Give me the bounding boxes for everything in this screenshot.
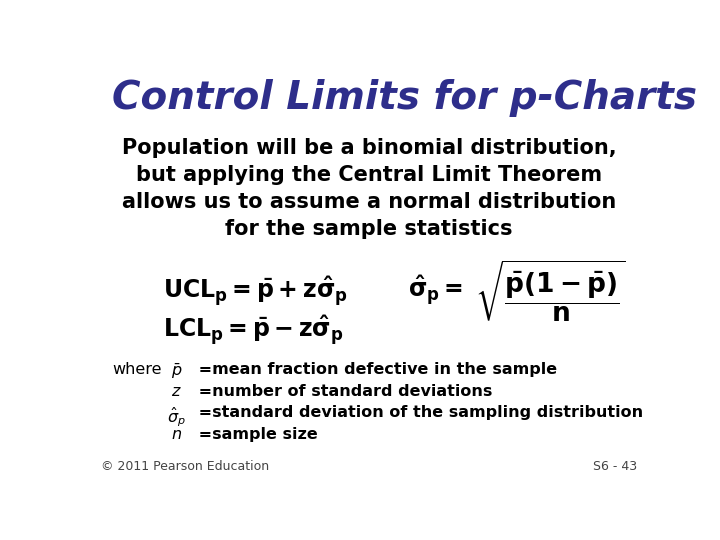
Text: =number of standard deviations: =number of standard deviations — [193, 384, 492, 399]
Text: $n$: $n$ — [171, 427, 182, 442]
Text: $\mathbf{LCL_p = \bar{p} - z\hat{\sigma}_p}$: $\mathbf{LCL_p = \bar{p} - z\hat{\sigma}… — [163, 314, 343, 348]
Text: =sample size: =sample size — [193, 427, 318, 442]
Text: Population will be a binomial distribution,: Population will be a binomial distributi… — [122, 138, 616, 158]
Text: $z$: $z$ — [171, 384, 182, 399]
Text: $\bar{p}$: $\bar{p}$ — [171, 362, 182, 381]
Text: =standard deviation of the sampling distribution: =standard deviation of the sampling dist… — [193, 406, 644, 420]
Text: for the sample statistics: for the sample statistics — [225, 219, 513, 239]
Text: Control Limits for p-Charts: Control Limits for p-Charts — [112, 79, 697, 117]
Text: © 2011 Pearson Education: © 2011 Pearson Education — [101, 460, 269, 473]
Text: where: where — [112, 362, 162, 377]
Text: $\hat{\sigma}_p$: $\hat{\sigma}_p$ — [167, 406, 186, 429]
Text: $\mathbf{UCL_p = \bar{p} + z\hat{\sigma}_p}$: $\mathbf{UCL_p = \bar{p} + z\hat{\sigma}… — [163, 275, 347, 309]
Text: S6 - 43: S6 - 43 — [593, 460, 637, 473]
Text: allows us to assume a normal distribution: allows us to assume a normal distributio… — [122, 192, 616, 212]
Text: =mean fraction defective in the sample: =mean fraction defective in the sample — [193, 362, 557, 377]
Text: $\mathbf{\hat{\sigma}_p =}$: $\mathbf{\hat{\sigma}_p =}$ — [408, 274, 463, 308]
Text: $\mathbf{\sqrt{\dfrac{\bar{p}(1 - \bar{p})}{n}}}$: $\mathbf{\sqrt{\dfrac{\bar{p}(1 - \bar{p… — [475, 259, 626, 324]
Text: but applying the Central Limit Theorem: but applying the Central Limit Theorem — [136, 165, 602, 185]
